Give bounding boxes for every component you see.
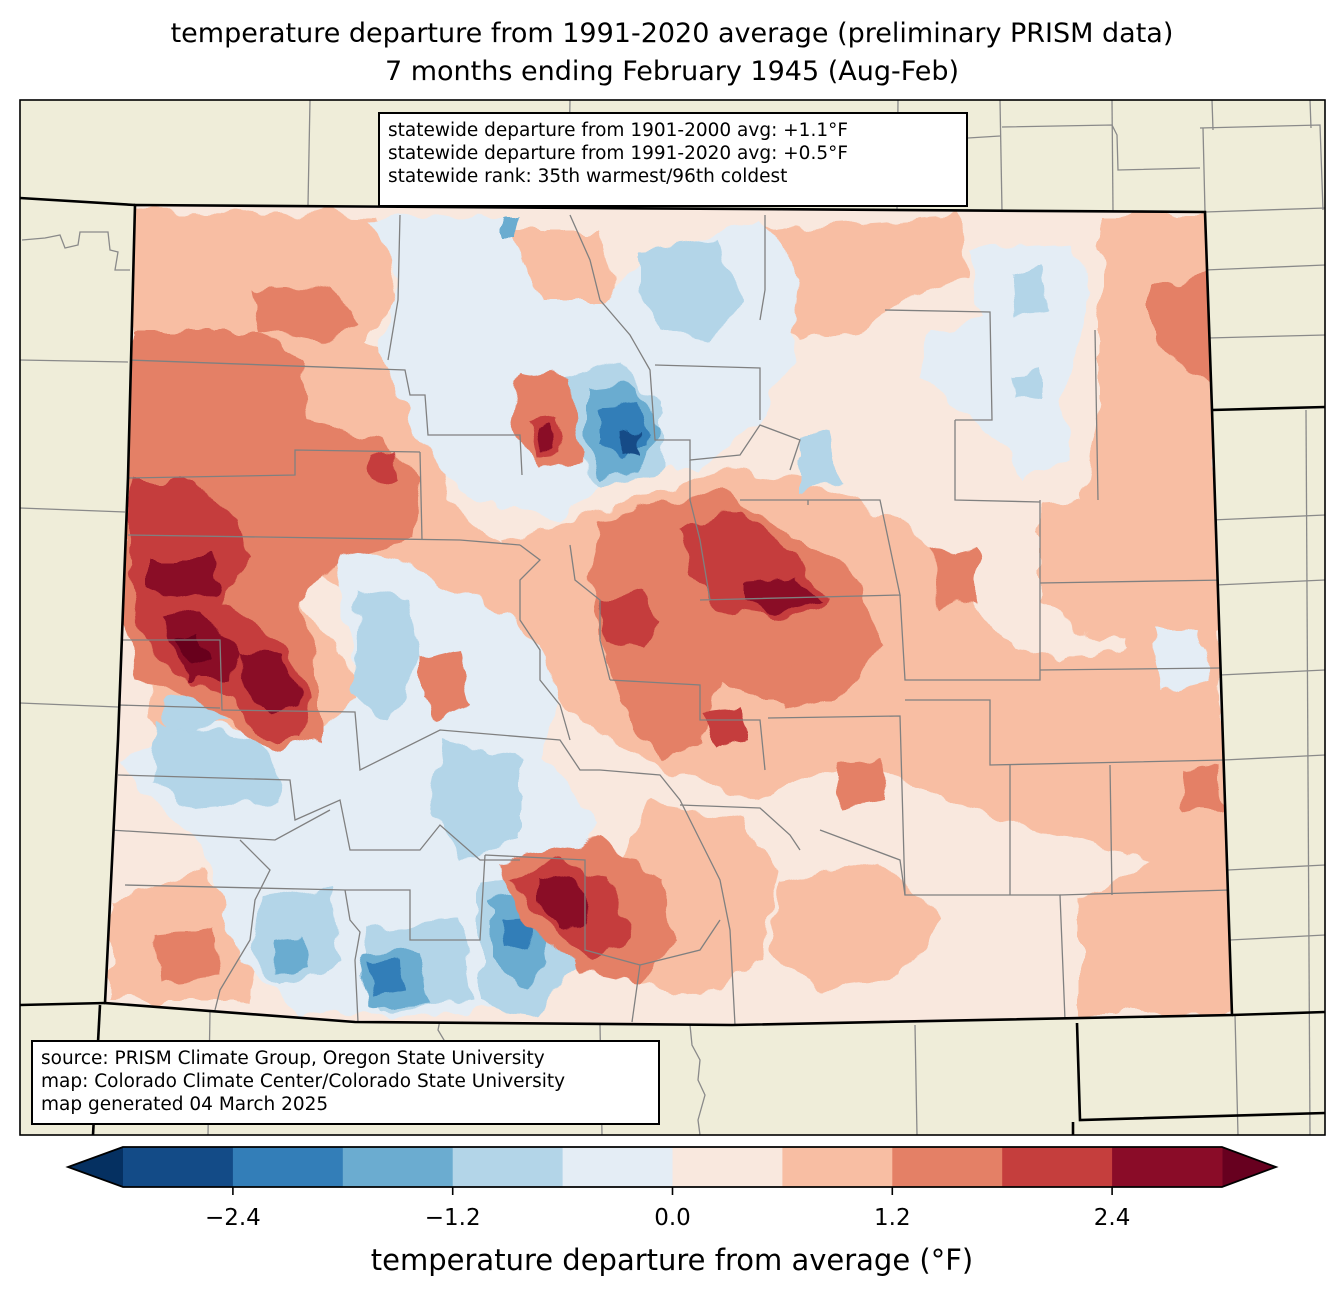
colorbar xyxy=(65,1146,1279,1195)
colorbar-bin xyxy=(123,1147,234,1187)
credits-generated-date: map generated 04 March 2025 xyxy=(41,1094,329,1115)
colorbar-tick-label: −1.2 xyxy=(424,1205,481,1231)
field-band-over-3 xyxy=(175,632,212,668)
credits-box: source: PRISM Climate Group, Oregon Stat… xyxy=(31,1040,660,1125)
field-band-neg3-neg2p4 xyxy=(620,428,643,455)
colorbar-tick-label: 1.2 xyxy=(874,1205,911,1231)
colorbar-tick-label: −2.4 xyxy=(204,1205,261,1231)
credits-map-author: map: Colorado Climate Center/Colorado St… xyxy=(41,1071,566,1092)
colorbar-bin xyxy=(892,1147,1003,1187)
colorbar-over-arrow xyxy=(1222,1147,1276,1187)
colorado-county-lines xyxy=(109,214,1231,1025)
colorbar-bin xyxy=(672,1147,783,1187)
map-title-line-2: 7 months ending February 1945 (Aug-Feb) xyxy=(384,56,960,87)
stats-departure-1901-2000: statewide departure from 1901-2000 avg: … xyxy=(388,120,848,141)
colorbar-under-arrow xyxy=(68,1147,123,1187)
colorbar-tick-label: 0.0 xyxy=(654,1205,691,1231)
stats-departure-1991-2020: statewide departure from 1991-2020 avg: … xyxy=(388,143,848,164)
colorbar-tick-label: 2.4 xyxy=(1093,1205,1131,1231)
colorbar-bin xyxy=(232,1147,344,1187)
map-frame xyxy=(19,99,1326,1136)
statewide-stats-box: statewide departure from 1901-2000 avg: … xyxy=(378,112,968,207)
colorbar-bin xyxy=(342,1147,454,1187)
colorbar-bin xyxy=(452,1147,564,1187)
colorado-state-border xyxy=(103,203,1234,1027)
colorbar-label: temperature departure from average (°F) xyxy=(370,1243,974,1277)
colorbar-bin xyxy=(782,1147,893,1187)
colorbar-bin xyxy=(1112,1147,1223,1187)
colorbar-outline xyxy=(65,1146,1279,1188)
colorbar-bin xyxy=(562,1147,673,1187)
map-title-line-1: temperature departure from 1991-2020 ave… xyxy=(170,18,1174,49)
temperature-field xyxy=(105,205,1232,1025)
stats-rank: statewide rank: 35th warmest/96th coldes… xyxy=(388,166,788,187)
colorbar-bin xyxy=(1002,1147,1113,1187)
credits-source: source: PRISM Climate Group, Oregon Stat… xyxy=(41,1048,545,1069)
